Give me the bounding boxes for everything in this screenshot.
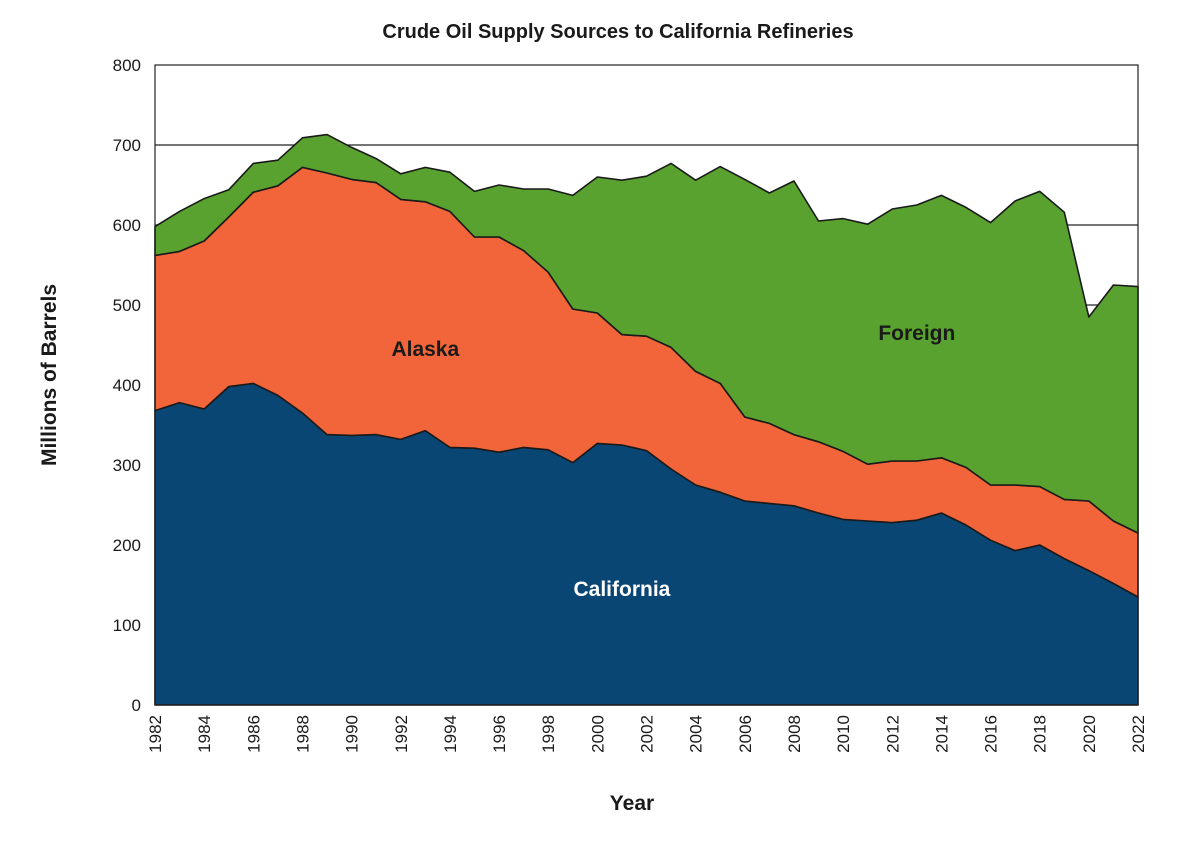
y-tick-label: 500 [113,296,141,315]
x-tick-label: 2000 [588,715,607,753]
x-tick-label: 2012 [883,715,902,753]
x-tick-label: 2014 [932,715,951,753]
y-tick-label: 300 [113,456,141,475]
x-tick-label: 2008 [785,715,804,753]
x-tick-label: 1990 [343,715,362,753]
x-tick-label: 2010 [834,715,853,753]
y-tick-label: 200 [113,536,141,555]
x-tick-label: 1998 [539,715,558,753]
y-tick-label: 700 [113,136,141,155]
chart-title: Crude Oil Supply Sources to California R… [382,21,853,43]
series-label-california: California [573,578,670,601]
x-tick-label: 2006 [736,715,755,753]
x-tick-label: 2016 [982,715,1001,753]
x-tick-label: 1984 [195,715,214,753]
x-tick-label: 2020 [1080,715,1099,753]
y-tick-label: 0 [132,696,141,715]
y-tick-label: 400 [113,376,141,395]
x-axis-label: Year [610,792,654,815]
x-tick-label: 1996 [490,715,509,753]
y-tick-label: 600 [113,216,141,235]
x-tick-label: 1986 [244,715,263,753]
series-label-alaska: Alaska [391,338,459,361]
x-tick-label: 1982 [146,715,165,753]
x-tick-label: 2004 [687,715,706,753]
x-tick-label: 1992 [392,715,411,753]
y-axis-label: Millions of Barrels [38,284,61,466]
x-tick-label: 2002 [638,715,657,753]
x-tick-label: 1988 [293,715,312,753]
y-tick-label: 100 [113,616,141,635]
y-tick-label: 800 [113,56,141,75]
series-label-foreign: Foreign [878,322,955,345]
x-tick-label: 2022 [1129,715,1148,753]
plot-frame [154,64,1139,706]
x-tick-label: 1994 [441,715,460,753]
x-tick-label: 2018 [1031,715,1050,753]
